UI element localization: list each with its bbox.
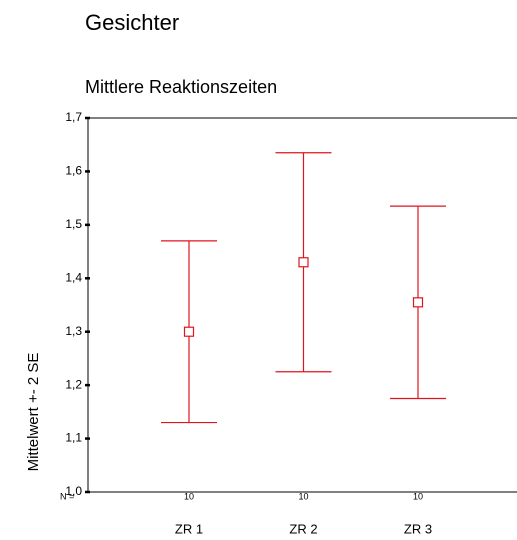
chart-subtitle: Mittlere Reaktionszeiten [85, 77, 277, 97]
y-tick-label: 1,5 [65, 217, 82, 231]
n-value: 10 [413, 491, 423, 501]
chart-title: Gesichter [85, 10, 179, 35]
y-tick-label: 1,3 [65, 324, 82, 338]
n-value: 10 [298, 491, 308, 501]
y-tick-label: 1,0 [65, 484, 82, 498]
x-tick-label: ZR 2 [289, 521, 317, 536]
mean-marker [183, 326, 195, 337]
y-tick-label: 1,4 [65, 270, 82, 284]
y-tick-label: 1,6 [65, 164, 82, 178]
y-axis-label: Mittelwert +- 2 SE [25, 353, 42, 472]
y-tick-label: 1,7 [65, 110, 82, 124]
x-tick-label: ZR 1 [175, 521, 203, 536]
mean-marker [412, 297, 424, 308]
n-value: 10 [184, 491, 194, 501]
x-tick-label: ZR 3 [404, 521, 432, 536]
y-tick-label: 1,2 [65, 377, 82, 391]
n-label: N = [60, 491, 74, 501]
y-tick-label: 1,1 [65, 431, 82, 445]
mean-marker [298, 257, 309, 268]
